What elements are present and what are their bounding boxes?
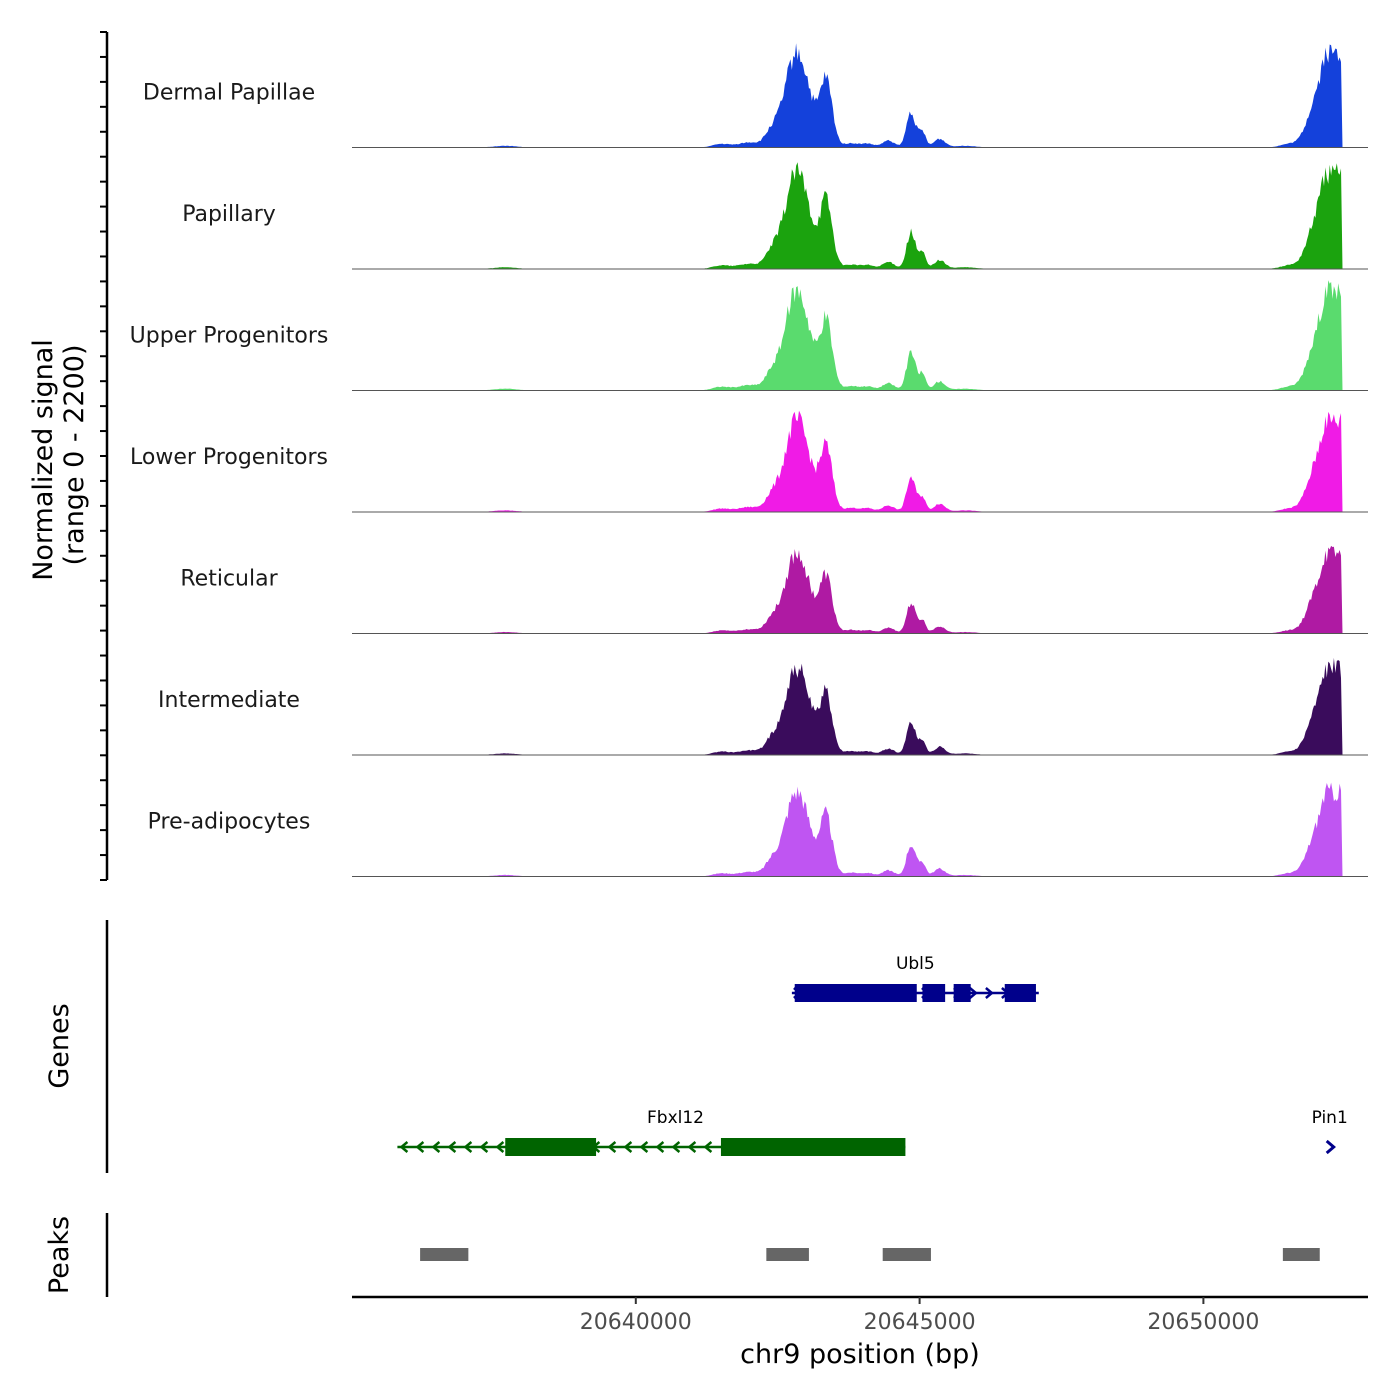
gene-ubl5: Ubl5	[791, 954, 1039, 1002]
peak-track	[420, 1248, 1320, 1261]
gene-pin1: Pin1	[1312, 1108, 1348, 1155]
track-lower-progenitors: Lower Progenitors	[130, 410, 1368, 513]
signal-area	[352, 162, 1368, 269]
signal-area	[352, 657, 1368, 755]
track-label: Upper Progenitors	[130, 324, 329, 349]
x-tick-label: 20650000	[1147, 1310, 1259, 1335]
peaks-axis-title: Peaks	[44, 1216, 75, 1294]
signal-y-axis	[100, 31, 109, 881]
gene-exon	[953, 984, 971, 1002]
track-label: Pre-adipocytes	[148, 810, 311, 835]
track-label: Dermal Papillae	[143, 81, 315, 106]
track-dermal-papillae: Dermal Papillae	[143, 43, 1368, 148]
gene-label: Pin1	[1312, 1108, 1348, 1128]
gene-exon	[922, 984, 946, 1002]
strand-arrow	[399, 1141, 409, 1153]
gene-fbxl12: Fbxl12	[397, 1108, 906, 1156]
signal-area	[352, 410, 1368, 512]
strand-arrow	[431, 1141, 441, 1153]
x-axis: 20640000 20645000 20650000	[352, 1295, 1368, 1335]
strand-arrow	[463, 1141, 473, 1153]
strand-arrow	[415, 1141, 425, 1153]
y-axis-title-line1: Normalized signal	[28, 339, 59, 581]
x-axis-title: chr9 position (bp)	[740, 1339, 980, 1370]
track-papillary: Papillary	[182, 162, 1368, 270]
x-tick-label: 20640000	[580, 1310, 692, 1335]
signal-tracks: Dermal Papillae Papillary Upper Progenitor…	[130, 43, 1368, 877]
strand-arrow	[969, 987, 978, 999]
gene-exon	[794, 984, 917, 1002]
track-label: Reticular	[180, 567, 278, 592]
gene-track: Ubl5 Fbxl12 Pin1	[397, 954, 1348, 1156]
gene-exon	[1004, 984, 1036, 1002]
track-label: Papillary	[182, 202, 276, 227]
track-label: Intermediate	[158, 688, 300, 713]
strand-arrow	[447, 1141, 457, 1153]
signal-area	[352, 782, 1368, 877]
track-upper-progenitors: Upper Progenitors	[130, 280, 1368, 391]
track-reticular: Reticular	[180, 545, 1368, 634]
peak-region	[1282, 1248, 1320, 1261]
strand-arrow	[607, 1141, 617, 1153]
strand-arrow	[479, 1141, 489, 1153]
peak-region	[766, 1248, 809, 1261]
track-intermediate: Intermediate	[158, 657, 1368, 756]
gene-label: Ubl5	[896, 954, 935, 974]
strand-arrow	[655, 1141, 665, 1153]
gene-label: Fbxl12	[647, 1108, 704, 1128]
track-label: Lower Progenitors	[130, 445, 328, 470]
strand-arrow	[687, 1141, 697, 1153]
peak-region	[420, 1248, 469, 1261]
strand-arrow	[985, 987, 994, 999]
signal-area	[352, 43, 1368, 148]
signal-area	[352, 280, 1368, 391]
track-pre-adipocytes: Pre-adipocytes	[148, 782, 1368, 877]
x-tick-label: 20645000	[864, 1310, 976, 1335]
strand-arrow	[1325, 1139, 1336, 1155]
strand-arrow	[703, 1141, 713, 1153]
strand-arrow	[639, 1141, 649, 1153]
strand-arrow	[623, 1141, 633, 1153]
y-axis-title-line2: (range 0 - 2200)	[59, 345, 90, 566]
gene-exon	[505, 1138, 597, 1156]
strand-arrow	[671, 1141, 681, 1153]
genes-axis-title: Genes	[44, 1003, 75, 1088]
gene-exon	[720, 1138, 906, 1156]
peak-region	[882, 1248, 931, 1261]
strand-arrow	[495, 1141, 505, 1153]
signal-area	[352, 545, 1368, 634]
